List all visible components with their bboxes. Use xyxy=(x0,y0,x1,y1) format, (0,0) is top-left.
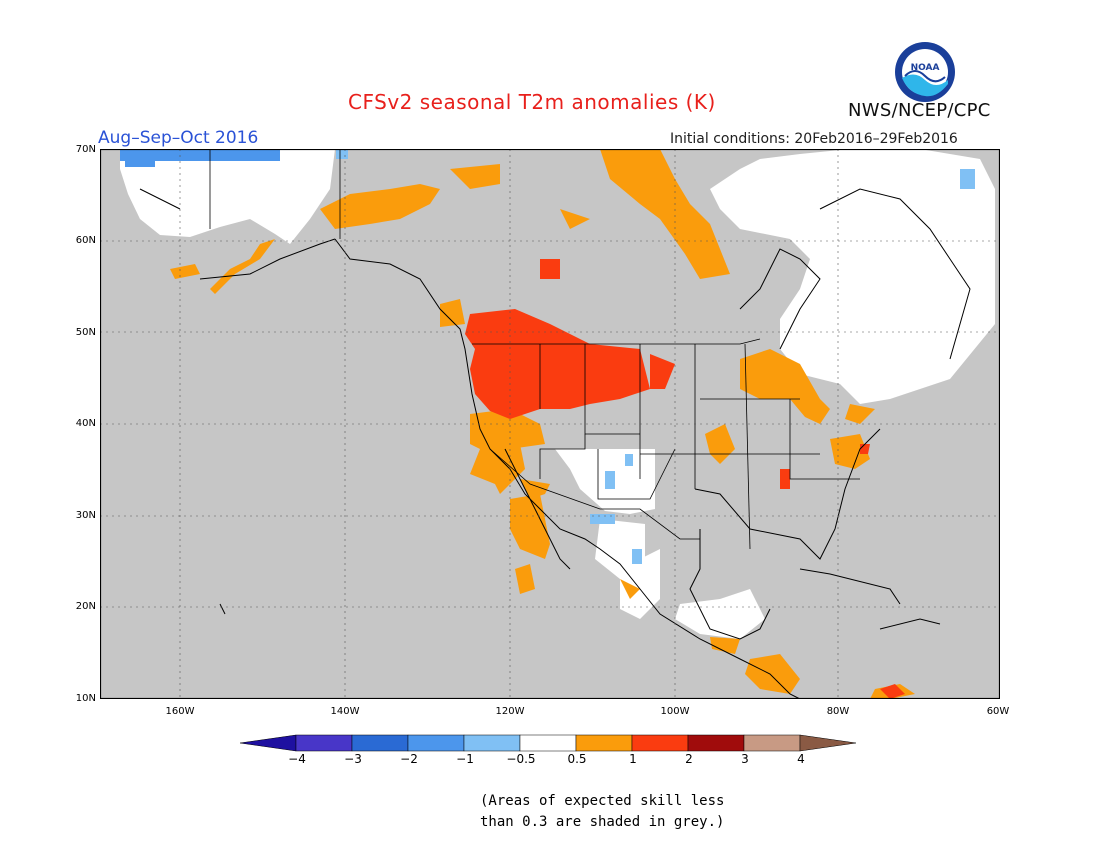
colorbar-label: 0.5 xyxy=(567,752,587,766)
colorbar-segment xyxy=(407,734,465,752)
colorbar-segment xyxy=(519,734,577,752)
lat-label: 10N xyxy=(75,693,96,704)
colorbar-segment xyxy=(240,734,297,752)
lat-label: 50N xyxy=(75,327,96,338)
white-regions xyxy=(120,149,995,639)
graticule xyxy=(100,149,1000,699)
colorbar-segment xyxy=(351,734,409,752)
lightblue-regions xyxy=(336,149,975,564)
colorbar-label: 1 xyxy=(629,752,637,766)
lat-label: 30N xyxy=(75,510,96,521)
lat-label: 40N xyxy=(75,418,96,429)
chart-title: CFSv2 seasonal T2m anomalies (K) xyxy=(348,90,716,114)
lon-label: 100W xyxy=(660,706,690,717)
political-borders xyxy=(209,149,860,550)
colorbar-label: −3 xyxy=(344,752,362,766)
colorbar-label: −1 xyxy=(456,752,474,766)
colorbar-label: −2 xyxy=(400,752,418,766)
logo-text: NOAA xyxy=(911,63,940,73)
anomaly-map xyxy=(100,149,1000,699)
colorbar-segment xyxy=(743,734,801,752)
color-bar xyxy=(240,734,857,752)
skill-note-line: (Areas of expected skill less xyxy=(480,793,725,809)
coastlines xyxy=(139,188,971,699)
map-frame xyxy=(100,149,1000,699)
forecast-period: Aug–Sep–Oct 2016 xyxy=(98,128,259,148)
lon-label: 80W xyxy=(826,706,850,717)
organization-label: NWS/NCEP/CPC xyxy=(848,100,991,121)
red-regions xyxy=(465,259,905,699)
skill-note: (Areas of expected skill less than 0.3 a… xyxy=(480,791,724,833)
colorbar-segment xyxy=(631,734,689,752)
colorbar-segment xyxy=(687,734,745,752)
lon-label: 140W xyxy=(330,706,360,717)
lat-label: 60N xyxy=(75,235,96,246)
noaa-logo: NOAA xyxy=(895,42,955,102)
initial-conditions: Initial conditions: 20Feb2016–29Feb2016 xyxy=(670,131,958,147)
colorbar-label: 2 xyxy=(685,752,693,766)
blue-regions xyxy=(120,149,280,167)
lon-label: 160W xyxy=(165,706,195,717)
colorbar-segment xyxy=(295,734,353,752)
lat-label: 70N xyxy=(75,144,96,155)
lat-label: 20N xyxy=(75,601,96,612)
colorbar-label: 4 xyxy=(797,752,805,766)
colorbar-label: 3 xyxy=(741,752,749,766)
lon-label: 120W xyxy=(495,706,525,717)
colorbar-segment xyxy=(575,734,633,752)
colorbar-segment xyxy=(799,734,857,752)
colorbar-label: −4 xyxy=(288,752,306,766)
colorbar-segment xyxy=(463,734,521,752)
skill-note-line: than 0.3 are shaded in grey.) xyxy=(480,814,725,830)
colorbar-label: −0.5 xyxy=(506,752,536,766)
lon-label: 60W xyxy=(986,706,1010,717)
